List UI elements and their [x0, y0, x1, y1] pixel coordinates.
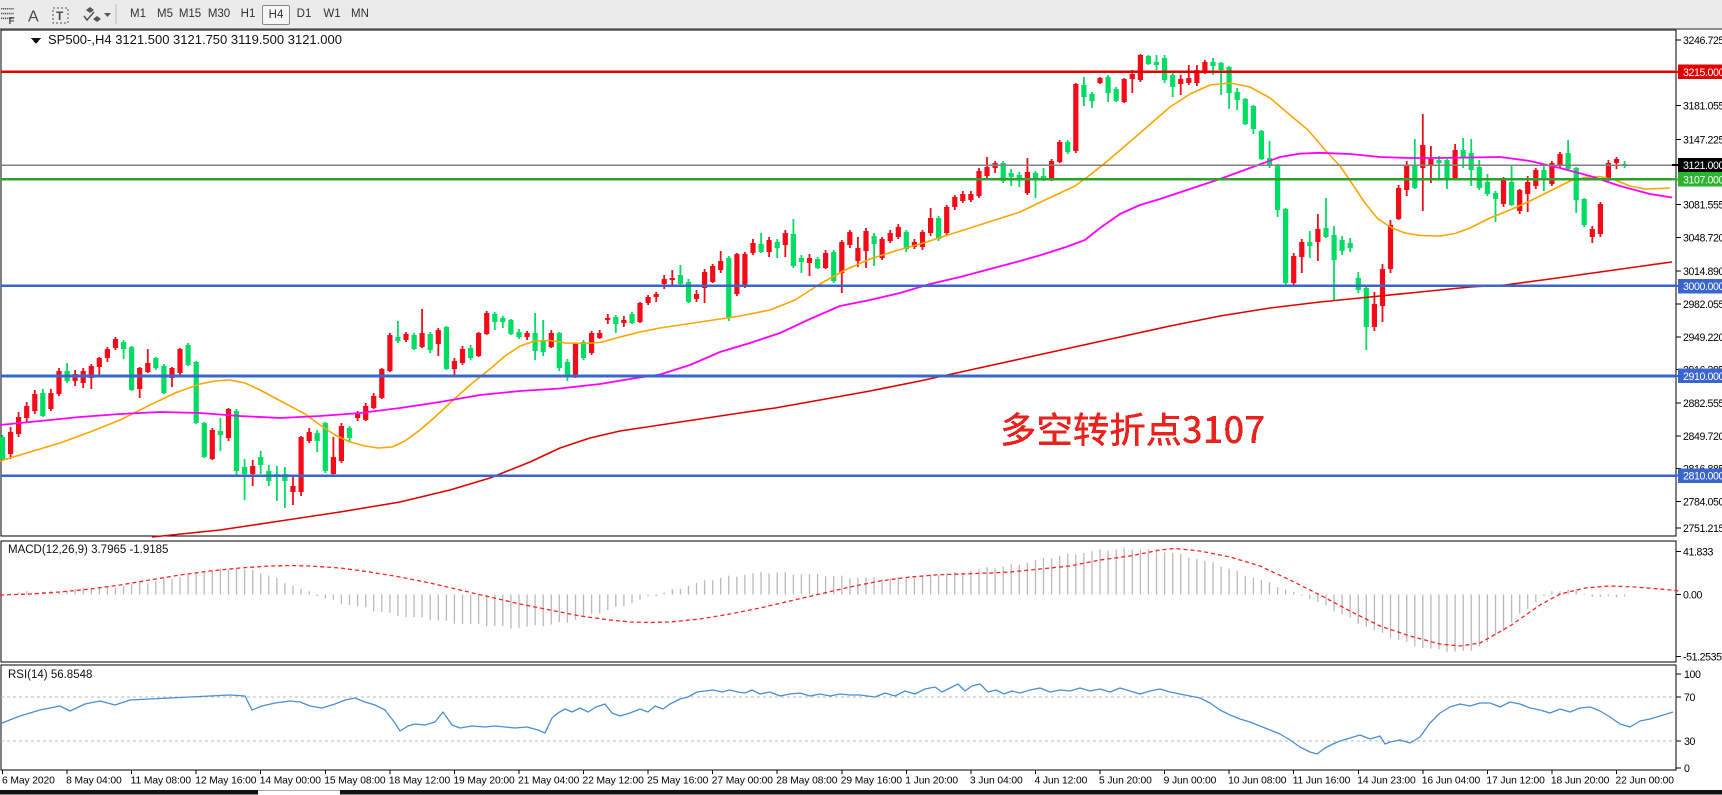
- svg-text:17 Jun 12:00: 17 Jun 12:00: [1486, 776, 1545, 787]
- svg-text:4 Jun 12:00: 4 Jun 12:00: [1035, 776, 1088, 787]
- svg-text:9 Jun 00:00: 9 Jun 00:00: [1164, 776, 1217, 787]
- svg-text:3215.000: 3215.000: [1683, 67, 1722, 79]
- svg-text:3 Jun 04:00: 3 Jun 04:00: [970, 776, 1023, 787]
- svg-text:3121.000: 3121.000: [1683, 160, 1722, 172]
- svg-text:RSI(14) 56.8548: RSI(14) 56.8548: [8, 669, 92, 681]
- svg-text:30: 30: [1684, 736, 1695, 748]
- svg-text:16 Jun 04:00: 16 Jun 04:00: [1422, 776, 1481, 787]
- svg-text:22 May 12:00: 22 May 12:00: [583, 776, 645, 787]
- svg-text:2751.215: 2751.215: [1683, 523, 1722, 535]
- svg-text:SP500-,H4 3121.500 3121.750 3: SP500-,H4 3121.500 3121.750 3119.500 312…: [48, 32, 342, 47]
- svg-text:2849.720: 2849.720: [1683, 431, 1722, 443]
- svg-text:2784.050: 2784.050: [1683, 496, 1722, 508]
- svg-text:2949.220: 2949.220: [1683, 332, 1722, 344]
- svg-text:3246.725: 3246.725: [1683, 35, 1722, 47]
- svg-text:T: T: [56, 9, 64, 23]
- svg-text:11 Jun 16:00: 11 Jun 16:00: [1293, 776, 1351, 787]
- svg-text:29 May 16:00: 29 May 16:00: [841, 776, 903, 787]
- svg-text:3000.000: 3000.000: [1683, 281, 1722, 293]
- svg-text:18 Jun 20:00: 18 Jun 20:00: [1551, 776, 1610, 787]
- svg-text:1 Jun 20:00: 1 Jun 20:00: [905, 776, 958, 787]
- svg-text:6 May 2020: 6 May 2020: [2, 776, 55, 787]
- svg-text:27 May 00:00: 27 May 00:00: [712, 776, 774, 787]
- svg-text:5 Jun 20:00: 5 Jun 20:00: [1099, 776, 1152, 787]
- svg-text:25 May 16:00: 25 May 16:00: [647, 776, 709, 787]
- svg-text:-51.2535: -51.2535: [1683, 652, 1722, 664]
- svg-text:41.833: 41.833: [1683, 547, 1714, 559]
- svg-text:19 May 20:00: 19 May 20:00: [453, 776, 515, 787]
- svg-text:3181.055: 3181.055: [1683, 101, 1722, 113]
- svg-text:2910.000: 2910.000: [1683, 371, 1722, 383]
- svg-text:11 May 08:00: 11 May 08:00: [131, 776, 192, 787]
- svg-text:10 Jun 08:00: 10 Jun 08:00: [1228, 776, 1287, 787]
- svg-text:0.00: 0.00: [1683, 590, 1703, 602]
- svg-text:3147.225: 3147.225: [1683, 134, 1722, 146]
- svg-text:MACD(12,26,9) 3.7965 -1.9185: MACD(12,26,9) 3.7965 -1.9185: [8, 544, 168, 556]
- svg-text:14 May 00:00: 14 May 00:00: [260, 776, 322, 787]
- svg-text:100: 100: [1684, 669, 1701, 681]
- svg-text:22 Jun 00:00: 22 Jun 00:00: [1616, 776, 1675, 787]
- svg-text:F: F: [9, 16, 15, 27]
- svg-text:14 Jun 23:00: 14 Jun 23:00: [1357, 776, 1416, 787]
- svg-text:15 May 08:00: 15 May 08:00: [324, 776, 386, 787]
- svg-text:2882.555: 2882.555: [1683, 398, 1722, 410]
- svg-text:12 May 16:00: 12 May 16:00: [195, 776, 257, 787]
- svg-text:3014.890: 3014.890: [1683, 266, 1722, 278]
- svg-text:21 May 04:00: 21 May 04:00: [518, 776, 580, 787]
- svg-text:8 May 04:00: 8 May 04:00: [66, 776, 122, 787]
- svg-text:3081.555: 3081.555: [1683, 200, 1722, 212]
- svg-text:2982.055: 2982.055: [1683, 299, 1722, 311]
- svg-text:70: 70: [1684, 692, 1695, 704]
- svg-text:2810.000: 2810.000: [1683, 471, 1722, 483]
- svg-text:A: A: [28, 9, 39, 26]
- svg-text:0: 0: [1684, 763, 1690, 775]
- svg-text:28 May 08:00: 28 May 08:00: [776, 776, 838, 787]
- svg-text:3107.000: 3107.000: [1683, 174, 1722, 186]
- svg-text:18 May 12:00: 18 May 12:00: [389, 776, 451, 787]
- svg-text:3048.720: 3048.720: [1683, 233, 1722, 245]
